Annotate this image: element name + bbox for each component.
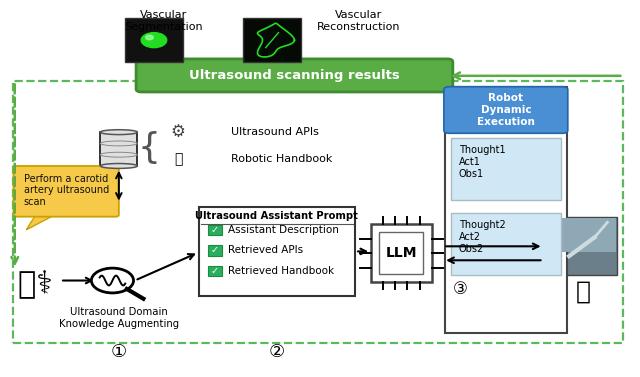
Bar (371, 224, 432, 282)
Text: ✓: ✓ (211, 225, 219, 235)
Polygon shape (26, 215, 55, 230)
Text: ⚙: ⚙ (171, 123, 186, 141)
Text: ③: ③ (453, 280, 468, 298)
Text: {: { (138, 131, 161, 165)
Text: Ultrasound Domain
Knowledge Augmenting: Ultrasound Domain Knowledge Augmenting (59, 307, 179, 329)
Text: Perform a carotid
artery ultrasound
scan: Perform a carotid artery ultrasound scan (24, 174, 109, 207)
Text: ①: ① (111, 343, 127, 361)
Bar (207, 245, 221, 256)
Text: Vascular
Reconstruction: Vascular Reconstruction (317, 10, 400, 32)
FancyBboxPatch shape (13, 166, 119, 217)
Bar (13, 81, 623, 342)
Text: 🦾: 🦾 (575, 280, 591, 304)
Bar (207, 225, 221, 235)
Text: ②: ② (269, 343, 285, 361)
Ellipse shape (100, 130, 138, 135)
Bar (543, 217, 617, 275)
Text: Thought2
Act2
Obs2: Thought2 Act2 Obs2 (459, 221, 506, 254)
Bar (207, 266, 221, 276)
Circle shape (92, 268, 134, 293)
Text: Robotic Handbook: Robotic Handbook (230, 154, 332, 164)
Bar (125, 18, 182, 61)
Text: Assistant Description: Assistant Description (228, 225, 339, 235)
Text: ✓: ✓ (211, 245, 219, 256)
Text: Thought1
Act1
Obs1: Thought1 Act1 Obs1 (459, 145, 505, 178)
Text: Vascular
Segmentation: Vascular Segmentation (124, 10, 203, 32)
Text: LLM: LLM (386, 246, 417, 260)
Bar (198, 207, 355, 296)
Text: Robot
Dynamic
Execution: Robot Dynamic Execution (477, 93, 535, 127)
Text: Ultrasound scanning results: Ultrasound scanning results (189, 69, 400, 82)
FancyBboxPatch shape (136, 59, 453, 92)
Text: ✓: ✓ (211, 266, 219, 276)
Text: Ultrasound Assistant Prompt: Ultrasound Assistant Prompt (195, 210, 358, 221)
Text: 👨‍⚕️: 👨‍⚕️ (19, 270, 53, 299)
Bar (243, 18, 301, 61)
Bar (445, 87, 567, 333)
FancyBboxPatch shape (444, 87, 568, 133)
Bar (380, 233, 424, 274)
Text: Retrieved Handbook: Retrieved Handbook (228, 266, 334, 276)
Ellipse shape (100, 164, 138, 169)
Bar (451, 213, 561, 275)
Text: Ultrasound APIs: Ultrasound APIs (230, 127, 319, 137)
Text: 📚: 📚 (174, 152, 182, 166)
Bar (100, 132, 138, 166)
Circle shape (141, 33, 167, 48)
Text: Retrieved APIs: Retrieved APIs (228, 245, 303, 256)
Circle shape (146, 35, 154, 40)
Bar (451, 138, 561, 200)
Bar (545, 218, 616, 251)
